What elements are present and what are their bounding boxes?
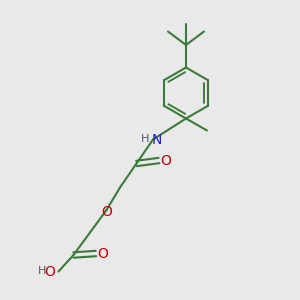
Text: O: O (160, 154, 171, 167)
Text: O: O (45, 265, 56, 278)
Text: H: H (141, 134, 150, 144)
Text: H: H (38, 266, 46, 277)
Text: N: N (152, 133, 162, 146)
Text: O: O (102, 205, 112, 218)
Text: O: O (97, 247, 108, 260)
